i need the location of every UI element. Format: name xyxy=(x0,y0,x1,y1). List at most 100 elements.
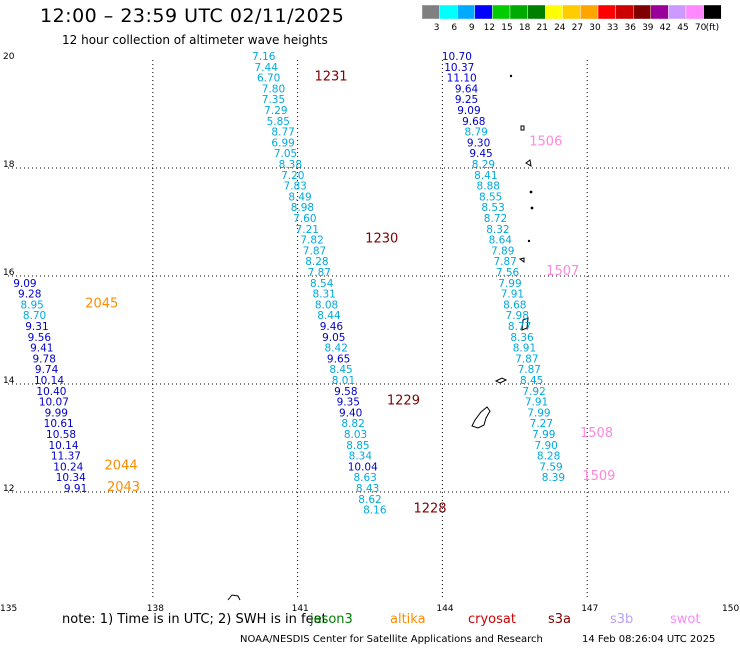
wave-height-value: 10.07 xyxy=(39,397,69,409)
wave-height-value: 8.98 xyxy=(291,202,314,214)
wave-height-value: 8.55 xyxy=(479,191,502,203)
wave-height-value: 8.45 xyxy=(329,364,352,376)
wave-height-value: 9.46 xyxy=(320,321,344,333)
wave-height-value: 9.78 xyxy=(33,353,56,365)
wave-height-value: 8.32 xyxy=(486,224,509,236)
wave-height-value: 8.88 xyxy=(477,181,500,193)
wave-height-value: 8.62 xyxy=(358,494,381,506)
wave-height-value: 8.38 xyxy=(279,159,302,171)
wave-height-value: 10.14 xyxy=(48,440,78,452)
wave-height-value: 10.14 xyxy=(34,375,64,387)
wave-height-value: 7.99 xyxy=(532,429,555,441)
wave-height-value: 8.36 xyxy=(510,332,534,344)
wave-height-value: 8.08 xyxy=(315,299,338,311)
legend-label: 45 xyxy=(677,23,688,33)
island-rota xyxy=(494,377,508,384)
wave-height-value: 7.98 xyxy=(506,310,529,322)
legend-label: 33 xyxy=(607,23,618,33)
credit-agency: NOAA/NESDIS Center for Satellite Applica… xyxy=(240,634,543,645)
legend-swatch xyxy=(562,4,581,20)
wave-height-value: 8.77 xyxy=(271,127,294,139)
legend-swatch xyxy=(633,4,652,20)
island-coast-bottom xyxy=(227,594,241,601)
wave-height-value: 9.65 xyxy=(327,353,350,365)
legend-label: 3 xyxy=(434,23,440,33)
pass-time-label: 1230 xyxy=(365,232,398,247)
legend-swatch xyxy=(457,4,476,20)
sat-altika: altika xyxy=(390,612,426,627)
wave-height-value: 7.16 xyxy=(252,51,276,63)
wave-height-value: 8.79 xyxy=(464,127,487,139)
wave-height-value: 9.45 xyxy=(469,148,492,160)
wave-height-value: 9.09 xyxy=(457,105,480,117)
x-tick-label: 147 xyxy=(581,604,598,614)
wave-height-value: 10.34 xyxy=(56,472,86,484)
legend-label: 30 xyxy=(589,23,601,33)
x-tick-label: 141 xyxy=(292,604,309,614)
wave-height-value: 11.37 xyxy=(51,451,81,463)
legend-label: 15 xyxy=(501,23,512,33)
wave-height-value: 8.42 xyxy=(325,343,348,355)
legend-swatch xyxy=(703,4,722,20)
legend-label: (ft) xyxy=(706,23,720,33)
wave-height-value: 8.95 xyxy=(20,299,43,311)
wave-height-value: 8.34 xyxy=(349,451,373,463)
wave-height-value: 9.68 xyxy=(462,116,485,128)
island-small-5 xyxy=(527,239,531,243)
sat-s3a: s3a xyxy=(548,612,572,627)
wave-height-value: 10.37 xyxy=(444,62,474,74)
x-tick-label: 135 xyxy=(0,604,17,614)
island-small-2 xyxy=(509,74,513,78)
wave-height-value: 8.49 xyxy=(288,191,311,203)
page-subtitle: 12 hour collection of altimeter wave hei… xyxy=(62,33,328,47)
sat-cryosat: cryosat xyxy=(468,612,516,627)
wave-height-value: 7.27 xyxy=(530,418,553,430)
x-tick-label: 138 xyxy=(147,604,164,614)
pass-time-labels: 1231 1230 1229 1228 1506 1507 1508 1509 2045 2044… xyxy=(85,70,615,517)
legend-swatch xyxy=(545,4,564,20)
sat-s3b: s3b xyxy=(610,612,634,627)
wave-height-value: 9.91 xyxy=(64,483,87,495)
legend-label: 12 xyxy=(484,23,495,33)
wave-height-value: 9.28 xyxy=(18,289,41,301)
wave-height-value: 10.70 xyxy=(442,51,472,63)
wave-height-value: 8.91 xyxy=(513,343,536,355)
pass-time-label: 1508 xyxy=(580,426,613,441)
island-pagan xyxy=(525,159,532,167)
y-tick-label: 12 xyxy=(3,484,14,494)
island-saipan xyxy=(521,317,529,331)
wave-height-value: 7.05 xyxy=(274,148,297,160)
pass-time-label: 1507 xyxy=(546,264,579,279)
legend-label: 70 xyxy=(695,23,707,33)
pass-time-label: 1506 xyxy=(529,134,562,149)
x-tick-label: 150 xyxy=(722,604,739,614)
legend-swatch xyxy=(597,4,616,20)
legend-swatch xyxy=(509,4,528,20)
wave-height-value: 8.45 xyxy=(520,375,543,387)
wave-height-value: 7.87 xyxy=(308,267,331,279)
wave-height-value: 7.21 xyxy=(296,224,319,236)
wave-height-value: 7.89 xyxy=(491,245,514,257)
island-small-4 xyxy=(530,206,534,210)
legend-swatch xyxy=(580,4,599,20)
chart-grid: 135 138 141 144 147 150 12 14 16 18 20 xyxy=(0,52,739,614)
wave-height-value: 9.30 xyxy=(467,137,490,149)
wave-height-value: 7.87 xyxy=(303,245,326,257)
wave-height-value: 8.29 xyxy=(472,159,495,171)
pass-time-label: 1231 xyxy=(314,70,347,85)
wave-height-value: 7.44 xyxy=(255,62,279,74)
wave-height-value: 9.25 xyxy=(455,94,478,106)
wave-height-value: 8.41 xyxy=(474,170,497,182)
legend-swatch xyxy=(439,4,458,20)
wave-height-values: 7.167.446.707.807.357.295.858.776.997.05… xyxy=(13,51,565,517)
wave-height-value: 7.60 xyxy=(293,213,316,225)
page-title: 12:00 – 23:59 UTC 02/11/2025 xyxy=(40,5,345,27)
legend-label: 18 xyxy=(519,23,531,33)
sat-jason3: jason3 xyxy=(310,612,353,627)
legend-label: 39 xyxy=(642,23,654,33)
legend-swatch xyxy=(527,4,546,20)
wave-height-value: 10.58 xyxy=(46,429,76,441)
wave-height-value: 7.99 xyxy=(498,278,521,290)
wave-height-value: 8.03 xyxy=(344,429,367,441)
credit-timestamp: 14 Feb 08:26:04 UTC 2025 xyxy=(582,634,716,645)
